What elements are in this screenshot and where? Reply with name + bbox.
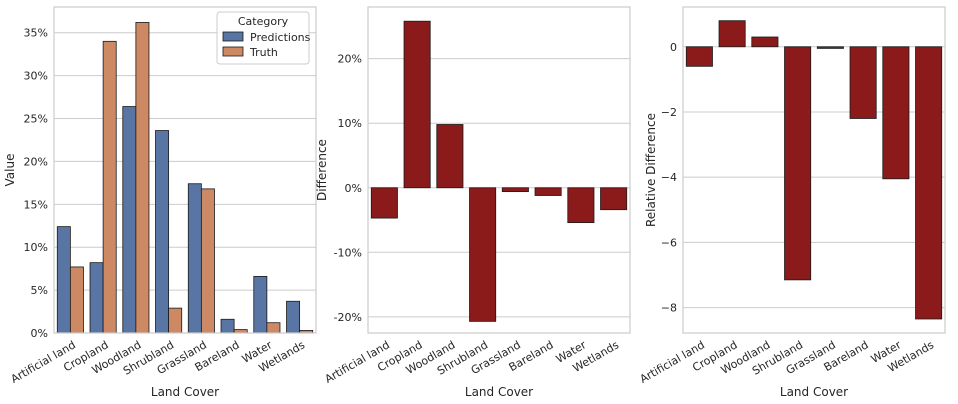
x-axis-label: Land Cover	[780, 385, 848, 399]
y-tick-label: 0%	[345, 182, 362, 195]
bar	[403, 20, 431, 189]
y-tick-label: 15%	[24, 198, 48, 211]
bar-predictions	[187, 183, 202, 334]
bar	[882, 46, 910, 180]
y-tick-label: −2	[661, 106, 677, 119]
y-tick-label: -20%	[334, 311, 362, 324]
legend-swatch-truth	[222, 46, 244, 57]
bar	[718, 20, 746, 48]
bar-truth	[266, 322, 281, 334]
bar-predictions	[253, 275, 268, 334]
bar	[600, 187, 628, 211]
bar	[469, 187, 497, 322]
bar-predictions	[122, 106, 137, 334]
y-tick-label: 35%	[24, 27, 48, 40]
axes-frame	[53, 6, 317, 334]
y-tick-label: 20%	[24, 155, 48, 168]
bar	[685, 46, 713, 67]
bar-truth	[200, 188, 215, 334]
bar	[784, 46, 812, 281]
y-tick-label: −8	[661, 302, 677, 315]
bar	[816, 46, 844, 49]
bar	[915, 46, 943, 320]
y-tick-label: -10%	[334, 246, 362, 259]
legend-label: Truth	[249, 46, 278, 59]
y-tick-label: 10%	[338, 117, 362, 130]
bar-truth	[135, 22, 150, 334]
legend-label: Predictions	[250, 31, 311, 44]
chart-difference: -20%-10%0%10%20%Artificial landCroplandW…	[315, 6, 631, 399]
legend-swatch-predictions	[222, 31, 244, 42]
y-tick-label: −4	[661, 171, 677, 184]
y-tick-label: 30%	[24, 70, 48, 83]
y-axis-label: Difference	[315, 139, 329, 201]
bar-truth	[168, 307, 183, 334]
bar	[370, 187, 398, 219]
y-tick-label: 0%	[31, 327, 48, 340]
axes-frame	[682, 6, 946, 334]
y-tick-label: 0	[670, 41, 677, 54]
bar	[436, 124, 464, 189]
y-axis-label: Relative Difference	[644, 113, 658, 227]
bar	[751, 36, 779, 48]
y-axis-label: Value	[3, 154, 17, 187]
bar	[567, 187, 595, 224]
y-tick-label: 10%	[24, 241, 48, 254]
bar-predictions	[220, 318, 235, 334]
bar-predictions	[56, 226, 71, 334]
y-tick-label: 5%	[31, 284, 48, 297]
y-tick-label: 20%	[338, 53, 362, 66]
bar	[849, 46, 877, 119]
x-axis-label: Land Cover	[465, 385, 533, 399]
y-tick-label: 25%	[24, 113, 48, 126]
bar-truth	[69, 266, 84, 334]
y-tick-label: −6	[661, 236, 677, 249]
bar-truth	[102, 40, 117, 334]
legend-title: Category	[238, 15, 289, 28]
x-axis-label: Land Cover	[151, 385, 219, 399]
bar	[534, 187, 562, 196]
bar	[501, 187, 529, 193]
axes-frame	[367, 6, 631, 334]
bar-predictions	[286, 300, 301, 334]
bar-predictions	[89, 262, 104, 334]
bar-predictions	[155, 130, 170, 334]
